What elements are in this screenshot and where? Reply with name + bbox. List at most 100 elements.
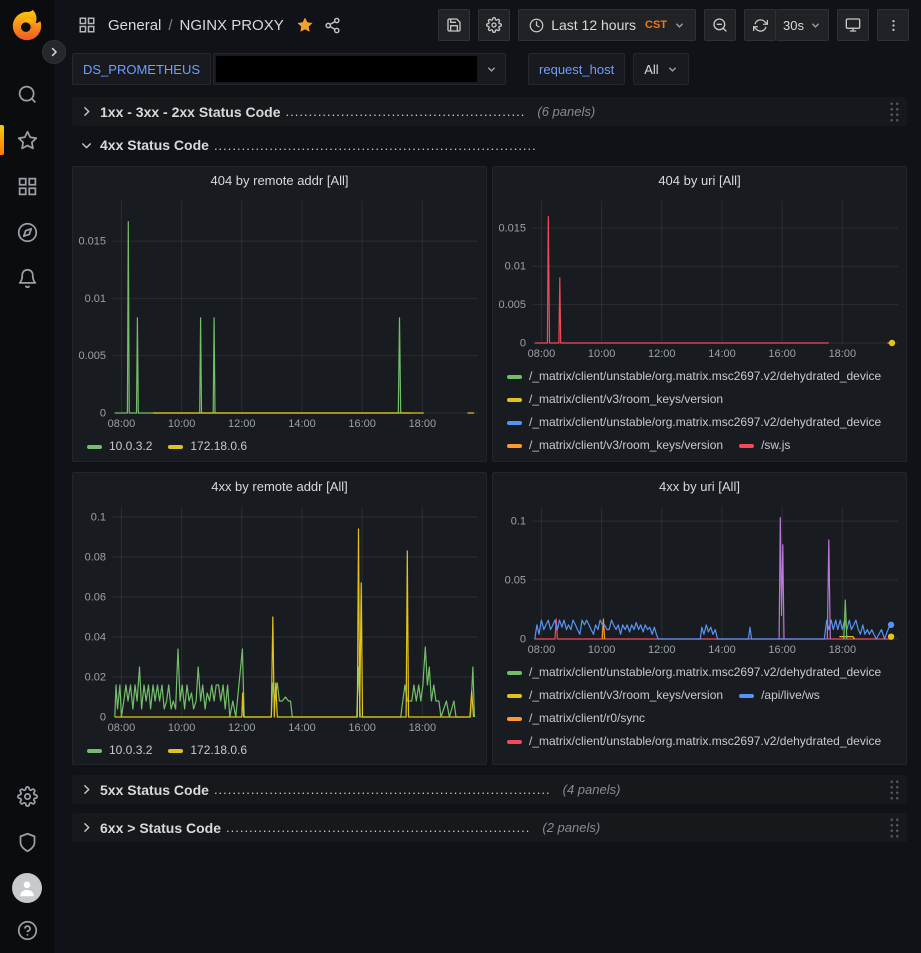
tv-mode-button[interactable] <box>837 9 869 41</box>
time-series-plot[interactable]: 0 0.005 0.01 0.015 08:00 10:00 12:00 14:00 16:00… <box>73 193 486 433</box>
panel-title[interactable]: 404 by remote addr [All] <box>210 172 349 188</box>
legend-item[interactable]: /_matrix/client/unstable/org.matrix.msc2… <box>507 411 881 434</box>
header-toolbar: Last 12 hours CST 30s <box>430 9 909 41</box>
sidebar-item-server-admin[interactable] <box>0 819 54 865</box>
kebab-menu-icon <box>891 19 895 31</box>
legend: /_matrix/client/unstable/org.matrix.msc2… <box>493 363 906 461</box>
zoom-out-button[interactable] <box>704 9 737 41</box>
row-drag-handle[interactable] <box>889 100 900 123</box>
legend-item[interactable]: /_matrix/client/v3/room_keys/version <box>507 684 723 707</box>
sidebar-item-help[interactable] <box>0 911 54 949</box>
legend-item[interactable]: 10.0.3.2 <box>87 435 152 458</box>
row-1xx-3xx-2xx[interactable]: 1xx - 3xx - 2xx Status Code ............… <box>72 97 907 126</box>
refresh-icon <box>752 18 768 32</box>
legend-item[interactable]: /_matrix/client/unstable/org.matrix.msc2… <box>507 730 881 753</box>
refresh-interval-dropdown[interactable]: 30s <box>776 9 829 41</box>
svg-text:0.06: 0.06 <box>85 592 106 604</box>
row-6xx[interactable]: 6xx > Status Code ......................… <box>72 813 907 842</box>
timezone-label: CST <box>645 19 668 31</box>
series-color-swatch <box>168 444 184 449</box>
svg-text:0.01: 0.01 <box>505 261 526 273</box>
user-avatar[interactable] <box>12 873 42 903</box>
svg-text:12:00: 12:00 <box>648 644 676 656</box>
panel-4xx-by-uri: 4xx by uri [All] 0 0.05 0.1 08:00 10:00 12:00… <box>492 472 907 765</box>
panel-title[interactable]: 404 by uri [All] <box>658 172 741 188</box>
svg-text:0: 0 <box>100 712 106 724</box>
legend-item[interactable]: 10.0.3.2 <box>87 739 152 762</box>
variables-row: DS_PROMETHEUS request_host All <box>54 50 921 93</box>
series-color-swatch <box>87 748 102 753</box>
legend-label: 172.18.0.6 <box>190 743 248 757</box>
svg-text:10:00: 10:00 <box>168 722 196 734</box>
series-color-swatch <box>168 748 184 753</box>
legend-label: /_matrix/client/r0/sync <box>529 711 646 725</box>
row-title-dots: ........................................… <box>285 104 526 119</box>
legend-item[interactable]: 172.18.0.6 <box>168 739 247 762</box>
legend-item[interactable]: /_matrix/client/unstable/org.matrix.msc2… <box>507 661 881 684</box>
svg-text:14:00: 14:00 <box>288 418 316 430</box>
panels-grid: 404 by remote addr [All] 0 0.005 0.01 0.015… <box>72 166 907 765</box>
time-series-plot[interactable]: 0 0.02 0.04 0.06 0.08 0.1 08:00 10:00 12:00 14:00… <box>73 499 486 737</box>
svg-text:08:00: 08:00 <box>528 644 556 656</box>
row-panel-count: (2 panels) <box>542 820 601 835</box>
time-series-plot[interactable]: 0 0.05 0.1 08:00 10:00 12:00 14:00 16:00 18:00 <box>493 499 906 659</box>
save-dashboard-button[interactable] <box>438 9 471 41</box>
row-drag-handle[interactable] <box>889 778 900 801</box>
more-options-button[interactable] <box>877 9 909 41</box>
series-color-swatch <box>739 693 755 698</box>
svg-text:0.1: 0.1 <box>91 512 106 524</box>
panel-4xx-by-remote-addr: 4xx by remote addr [All] 0 0.02 0.04 0.06 0.… <box>72 472 487 765</box>
legend-item[interactable]: /sw.js <box>739 434 790 457</box>
dashboard-canvas: 1xx - 3xx - 2xx Status Code ............… <box>54 93 921 953</box>
legend-label: /_matrix/client/v3/room_keys/version <box>529 438 724 452</box>
legend-label: /_matrix/client/unstable/org.matrix.msc2… <box>529 415 882 429</box>
sidebar-expand-button[interactable] <box>42 40 66 64</box>
sidebar-item-dashboards[interactable] <box>0 163 54 209</box>
panel-404-by-remote-addr: 404 by remote addr [All] 0 0.005 0.01 0.015… <box>72 166 487 462</box>
legend-item[interactable]: /_matrix/client/unstable/org.matrix.msc2… <box>507 365 881 388</box>
sidebar-nav <box>0 71 54 301</box>
refresh-button[interactable] <box>744 9 777 41</box>
svg-text:14:00: 14:00 <box>708 348 736 360</box>
star-outline-icon <box>17 130 37 149</box>
grafana-logo-icon[interactable] <box>10 9 44 43</box>
time-series-plot[interactable]: 0 0.005 0.01 0.015 08:00 10:00 12:00 14:00 16:00… <box>493 193 906 363</box>
panel-title[interactable]: 4xx by uri [All] <box>659 478 740 494</box>
row-title: 4xx Status Code <box>100 137 209 153</box>
favorite-star-button[interactable] <box>296 16 314 34</box>
row-drag-handle[interactable] <box>889 816 900 839</box>
svg-text:0: 0 <box>520 634 526 646</box>
sidebar-item-alerting[interactable] <box>0 255 54 301</box>
variable-value-dropdown-all[interactable]: All <box>633 53 689 85</box>
legend-label: /_matrix/client/unstable/org.matrix.msc2… <box>529 734 882 748</box>
sidebar-item-search[interactable] <box>0 71 54 117</box>
legend-item[interactable]: /_matrix/client/r0/sync <box>507 707 645 730</box>
time-range-picker[interactable]: Last 12 hours CST <box>518 9 697 41</box>
row-5xx[interactable]: 5xx Status Code ........................… <box>72 775 907 804</box>
svg-text:10:00: 10:00 <box>588 348 616 360</box>
legend-item[interactable]: 172.18.0.6 <box>168 435 247 458</box>
sidebar-item-explore[interactable] <box>0 209 54 255</box>
row-4xx[interactable]: 4xx Status Code ........................… <box>72 132 907 158</box>
svg-text:0.04: 0.04 <box>85 632 106 644</box>
monitor-icon <box>845 18 861 32</box>
breadcrumb-separator: / <box>168 16 173 34</box>
svg-text:0.015: 0.015 <box>78 236 106 248</box>
sidebar-item-starred[interactable] <box>0 117 54 163</box>
svg-text:10:00: 10:00 <box>168 418 196 430</box>
breadcrumb-folder[interactable]: General <box>108 16 162 34</box>
legend-item[interactable]: /_matrix/client/v3/room_keys/version <box>507 434 723 457</box>
series-color-swatch <box>507 716 522 721</box>
chevron-right-icon <box>80 821 93 834</box>
variable-value-dropdown-redacted[interactable] <box>213 53 507 85</box>
breadcrumb-dashboard-title[interactable]: NGINX PROXY <box>179 16 284 34</box>
series-color-swatch <box>507 670 522 675</box>
share-button[interactable] <box>324 17 341 34</box>
legend-item[interactable]: /_matrix/client/v3/room_keys/version <box>507 388 723 411</box>
legend-item[interactable]: /api/live/ws <box>739 684 820 707</box>
panel-title[interactable]: 4xx by remote addr [All] <box>211 478 348 494</box>
dashboard-settings-button[interactable] <box>478 9 511 41</box>
sidebar-item-configuration[interactable] <box>0 773 54 819</box>
star-filled-icon <box>297 17 313 32</box>
svg-text:0.05: 0.05 <box>505 575 526 587</box>
